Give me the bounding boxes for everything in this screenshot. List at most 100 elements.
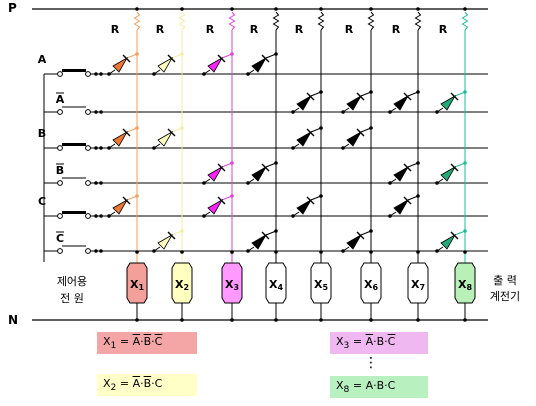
equation-x8-eq: =	[352, 379, 363, 392]
row-junction-dot	[246, 72, 250, 76]
row-junction-dot	[435, 181, 439, 185]
output-relay	[126, 262, 148, 304]
equation-x1-term-c: C	[154, 335, 163, 348]
row-junction-dot	[107, 214, 111, 218]
diode-cathode-bar	[356, 128, 365, 137]
switch-blade-closed	[62, 211, 86, 214]
diode	[393, 165, 410, 182]
resistor	[461, 11, 469, 31]
equation-x8-lhs: X	[336, 379, 344, 392]
diode	[157, 130, 174, 147]
row-junction-dot	[202, 214, 206, 218]
column-junction-dot	[230, 194, 234, 198]
equation-x3-sub: 3	[343, 340, 350, 352]
diode	[112, 198, 129, 215]
diode	[207, 56, 224, 73]
equation-x1: X1 = A·B·C	[97, 332, 197, 354]
equation-x1-lhs: X	[103, 335, 111, 348]
diode-cathode-bar	[217, 163, 226, 172]
equation-x3: X3 = A·B·C	[330, 332, 428, 354]
output-relay	[454, 262, 476, 304]
top-junction-dot	[369, 7, 373, 11]
diode-cathode-bar	[122, 196, 131, 205]
top-junction-dot	[180, 7, 184, 11]
equation-x2-eq: =	[119, 377, 130, 390]
equation-x8-sub: 8	[343, 384, 350, 396]
switch-blade-closed	[62, 69, 86, 72]
column-junction-dot	[416, 90, 420, 94]
switch-contact	[57, 145, 63, 151]
diode-cathode-bar	[356, 92, 365, 101]
switch-contact	[57, 213, 63, 219]
resistor-label: R	[206, 23, 215, 36]
diode-cathode-bar	[403, 163, 412, 172]
top-junction-dot	[135, 7, 139, 11]
bottom-junction-dot	[135, 318, 139, 322]
output-relay-label-line1: 출 력	[493, 274, 517, 287]
equation-x3-dot1: ·	[373, 335, 377, 348]
output-relay	[360, 262, 382, 304]
diode	[346, 130, 363, 147]
diode-cathode-bar	[403, 196, 412, 205]
bottom-junction-dot	[180, 318, 184, 322]
equation-x8-term-c: C	[387, 379, 396, 392]
bottom-junction-dot	[416, 318, 420, 322]
column-junction-dot	[180, 250, 184, 254]
resistor-label: R	[295, 23, 304, 36]
bottom-junction-dot	[230, 318, 234, 322]
column-junction-dot	[180, 229, 184, 233]
resistor-label: R	[345, 23, 354, 36]
equation-x8-term-a: A	[365, 379, 374, 392]
switch-contact	[85, 248, 91, 254]
top-junction-dot	[463, 7, 467, 11]
control-source-label-line1: 제어용	[57, 275, 87, 288]
diode	[296, 130, 313, 147]
switch-contact	[85, 213, 91, 219]
rail-n-label: N	[8, 313, 18, 327]
input-label: C	[56, 232, 64, 245]
row-junction-dot	[246, 181, 250, 185]
column-junction-dot	[369, 90, 373, 94]
junction-dot	[99, 110, 103, 114]
junction-dot	[94, 249, 98, 253]
junction-dot	[99, 181, 103, 185]
diode	[207, 198, 224, 215]
diode	[296, 94, 313, 111]
column-junction-dot	[416, 250, 420, 254]
column-junction-dot	[274, 250, 278, 254]
switch-contact	[57, 248, 63, 254]
diode-cathode-bar	[122, 54, 131, 63]
resistor	[272, 11, 280, 31]
diode	[251, 56, 268, 73]
column-junction-dot	[416, 161, 420, 165]
resistor-label: R	[111, 23, 120, 36]
diode-cathode-bar	[356, 231, 365, 240]
column-junction-dot	[135, 52, 139, 56]
diode	[440, 233, 457, 250]
row-junction-dot	[152, 72, 156, 76]
resistor-label: R	[156, 23, 165, 36]
row-junction-dot	[435, 249, 439, 253]
diode	[393, 198, 410, 215]
resistor	[414, 11, 422, 31]
column-junction-dot	[319, 90, 323, 94]
switch-contact	[85, 71, 91, 77]
equation-x8-dot2: ·	[384, 379, 388, 392]
output-relay	[171, 262, 193, 304]
row-junction-dot	[291, 146, 295, 150]
row-junction-dot	[107, 72, 111, 76]
column-junction-dot	[135, 126, 139, 130]
row-junction-dot	[341, 249, 345, 253]
row-junction-dot	[202, 72, 206, 76]
equation-x1-term-a: A	[132, 335, 141, 348]
equation-x3-dot2: ·	[384, 335, 388, 348]
equation-x3-lhs: X	[336, 335, 344, 348]
equation-x1-dot1: ·	[140, 335, 144, 348]
switch-contact	[57, 180, 63, 186]
column-junction-dot	[463, 90, 467, 94]
column-junction-dot	[463, 250, 467, 254]
diode-cathode-bar	[306, 128, 315, 137]
column-junction-dot	[230, 161, 234, 165]
row-junction-dot	[341, 110, 345, 114]
